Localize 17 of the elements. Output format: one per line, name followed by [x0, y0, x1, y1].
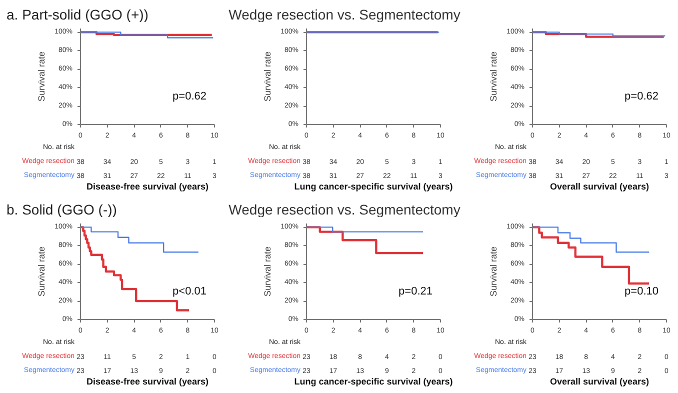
y-axis-title: Survival rate: [36, 51, 47, 102]
x-axis-title: Lung cancer-specific survival (years): [294, 182, 453, 192]
y-axis-title: Survival rate: [262, 246, 273, 297]
x-axis-title: Disease-free survival (years): [86, 182, 209, 192]
x-axis-title: Lung cancer-specific survival (years): [294, 376, 453, 386]
annotation: p=0.10: [624, 286, 658, 298]
annotation: p=0.62: [624, 90, 658, 102]
annotation: p=0.62: [172, 90, 206, 102]
x-axis-title: Disease-free survival (years): [86, 376, 209, 386]
x-axis-title: Overall survival (years): [550, 376, 650, 386]
annotation: p<0.01: [172, 286, 206, 298]
y-axis-title: Survival rate: [262, 51, 273, 102]
x-axis-title: Overall survival (years): [550, 182, 650, 192]
y-axis-title: Survival rate: [488, 246, 499, 297]
annotation: p=0.21: [398, 286, 432, 298]
y-axis-title: Survival rate: [488, 51, 499, 102]
y-axis-title: Survival rate: [36, 246, 47, 297]
